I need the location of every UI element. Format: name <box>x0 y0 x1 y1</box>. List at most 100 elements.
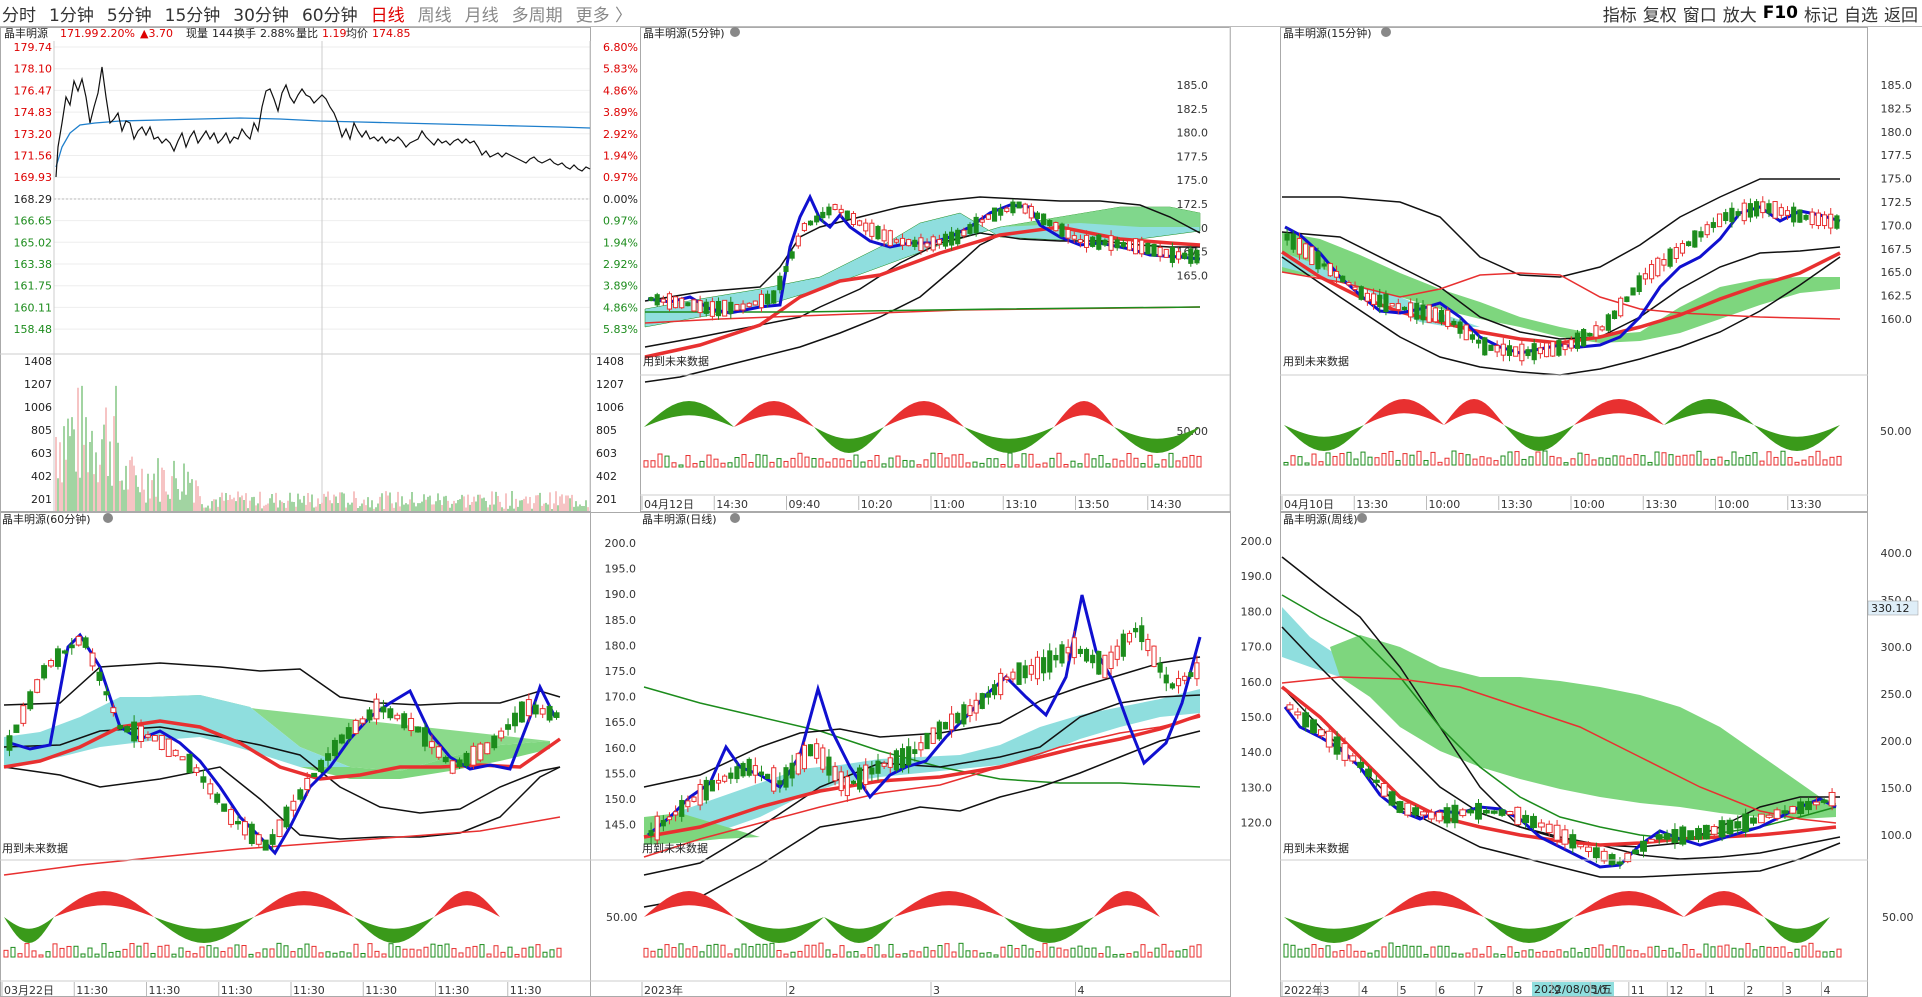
p5-ticks-tick: 180.0 <box>1177 127 1209 140</box>
p5-ticks-tick: 175.0 <box>1177 174 1209 187</box>
candle-body <box>345 727 352 739</box>
indicator-bar <box>1007 452 1013 468</box>
tool-button-5[interactable]: 标记 <box>1804 5 1838 26</box>
tool-button-0[interactable]: 指标 <box>1602 5 1637 26</box>
indicator-bar <box>944 457 950 468</box>
p15-ticks-tick: 175.0 <box>1881 173 1913 186</box>
period-tab-9[interactable]: 多周期 <box>511 5 563 26</box>
panel-weekly-menu-icon[interactable] <box>1357 513 1367 523</box>
candle-body <box>930 236 936 251</box>
panel-5min-menu-icon[interactable] <box>730 27 740 37</box>
candle-body <box>1182 252 1188 259</box>
indicator-bar <box>1168 452 1174 468</box>
period-tab-5[interactable]: 60分钟 <box>301 5 358 26</box>
candle-body <box>715 300 722 317</box>
indicator-bar <box>346 952 352 958</box>
panel-weekly[interactable]: 晶丰明源(周线) 200.0 190.0 180.0 170.0 160.0 150.0 1… <box>1241 512 1919 997</box>
p15-ticks-tick: 165.0 <box>1881 266 1913 279</box>
panel-5min[interactable]: 晶丰明源(5分钟) 185.0 182.5 180.0 177.5 175.0 172.5… <box>640 27 1231 511</box>
pday-ticks-tick: 190.0 <box>605 588 637 601</box>
period-tab-10[interactable]: 更多 〉 <box>575 5 632 26</box>
indicator-bar <box>297 948 303 958</box>
candle-body <box>1396 801 1404 813</box>
indicator-bar <box>1098 953 1104 958</box>
panel-weekly-ind-tick: 50.00 <box>1882 911 1914 924</box>
tool-button-6[interactable]: 自选 <box>1844 5 1878 26</box>
candle-body <box>906 746 912 766</box>
candle-body <box>1488 344 1494 351</box>
indicator-bar <box>1325 945 1331 958</box>
indicator-bar <box>199 946 205 958</box>
period-tab-1[interactable]: 1分钟 <box>49 5 94 26</box>
indicator-bar <box>1189 945 1195 958</box>
indicator-bar <box>846 460 852 468</box>
candle-body <box>734 766 740 780</box>
candle-body <box>1805 801 1812 811</box>
period-tab-4[interactable]: 30分钟 <box>233 5 289 26</box>
indicator-bar <box>1710 946 1716 958</box>
intraday-avg-label: 均价 <box>346 27 368 40</box>
panel-daily-indicator <box>643 891 1202 958</box>
candle-body <box>82 637 89 648</box>
panel-15min[interactable]: 晶丰明源(15分钟) 185.0 182.5 180.0 177.5 175.0 172.… <box>1280 27 1912 511</box>
tool-button-1[interactable]: 复权 <box>1642 5 1677 26</box>
candle-body <box>1741 202 1747 222</box>
tool-button-4[interactable]: F10 <box>1762 3 1798 23</box>
indicator-bar <box>1458 953 1464 958</box>
period-tab-7[interactable]: 周线 <box>417 5 452 26</box>
tool-button-3[interactable]: 放大 <box>1722 5 1757 26</box>
intraday-pct-tick: 6.80% <box>603 41 638 54</box>
indicator-bar <box>45 951 51 958</box>
candle-body <box>1710 826 1718 835</box>
candle-body <box>255 834 262 845</box>
candle-body <box>1735 211 1741 216</box>
candle-body <box>1401 306 1408 311</box>
indicator-bar <box>178 947 184 958</box>
indicator-bar <box>783 460 789 468</box>
indicator-bar <box>1290 455 1296 466</box>
period-tab-2[interactable]: 5分钟 <box>106 5 152 26</box>
candle-body <box>1412 807 1420 816</box>
indicator-bar <box>1654 451 1660 466</box>
candle-body <box>1459 809 1467 817</box>
candle-body <box>456 759 463 768</box>
panel-daily-menu-icon[interactable] <box>730 513 740 523</box>
indicator-bar <box>1535 451 1541 466</box>
tool-button-7[interactable]: 返回 <box>1884 5 1918 26</box>
tool-button-2[interactable]: 窗口 <box>1682 5 1717 26</box>
candle-body <box>1624 852 1632 863</box>
candle-body <box>679 799 685 817</box>
date-tag-box <box>1532 982 1614 996</box>
indicator-bar <box>1063 463 1069 468</box>
period-tab-8[interactable]: 月线 <box>464 5 499 26</box>
panel-daily[interactable]: 晶丰明源(日线) 200.0 195.0 190.0 185.0 180.0 175.0 1… <box>590 512 1230 997</box>
indicator-bar <box>874 944 880 958</box>
period-tab-0[interactable]: 分时 <box>2 5 36 26</box>
indicator-bar <box>1745 454 1751 466</box>
indicator-bar <box>1724 460 1730 466</box>
period-tab-3[interactable]: 15分钟 <box>164 5 221 26</box>
candle-body <box>1395 303 1401 311</box>
candle-body <box>1530 815 1537 829</box>
indicator-wave <box>1054 401 1114 427</box>
candle-body <box>6 735 13 751</box>
candle-body <box>1568 339 1574 349</box>
panel-15min-menu-icon[interactable] <box>1381 27 1391 37</box>
p15-ticks-tick: 182.5 <box>1881 102 1913 115</box>
indicator-bar <box>1437 461 1443 466</box>
candle-body <box>1815 212 1821 227</box>
indicator-bar <box>1514 951 1520 958</box>
indicator-wave <box>814 427 884 453</box>
indicator-bar <box>1836 455 1842 466</box>
chart-grid[interactable]: 晶丰明源 171.99 2.20% ▲3.70 现量 144 换手 2.88% … <box>0 27 1922 997</box>
intraday-panel[interactable]: 晶丰明源 171.99 2.20% ▲3.70 现量 144 换手 2.88% … <box>0 27 640 511</box>
pweek-x-label: 2022年 <box>1284 983 1323 997</box>
indicator-bar <box>1091 458 1097 468</box>
intraday-pct-tick: 1.94% <box>603 236 638 249</box>
indicator-bar <box>1360 451 1366 466</box>
panel-60min-menu-icon[interactable] <box>103 513 113 523</box>
p15-ticks-tick: 160.0 <box>1881 313 1913 326</box>
period-tab-6[interactable]: 日线 <box>370 5 405 26</box>
panel-60min[interactable]: 晶丰明源(60分钟) 用到未来数据 03月22日 11:30 11:30 11:30 1… <box>0 512 590 997</box>
indicator-bar <box>1647 461 1653 466</box>
